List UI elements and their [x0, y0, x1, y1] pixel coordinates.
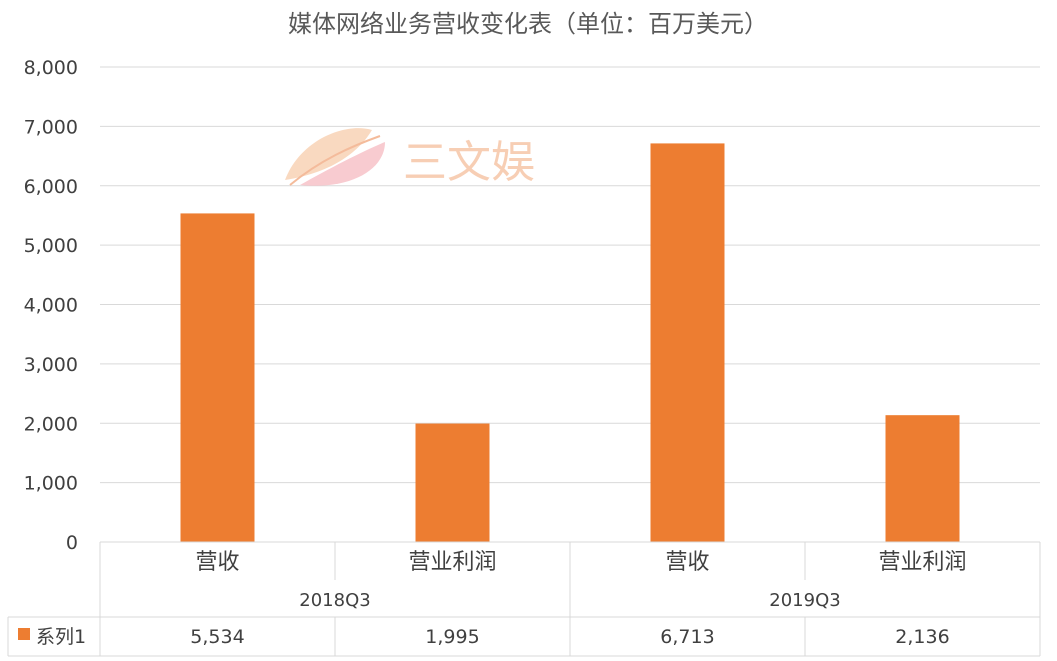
y-tick-label: 8,000 — [24, 57, 78, 79]
data-table-value: 1,995 — [425, 626, 479, 648]
y-tick-label: 6,000 — [24, 176, 78, 198]
data-table: 营收 营业利润 营收 营业利润 2018Q3 2019Q3 系列1 5,534 1,995 6,7… — [7, 541, 1041, 657]
y-tick-label: 5,000 — [24, 235, 78, 257]
y-tick-label: 3,000 — [24, 354, 78, 376]
data-table-value: 2,136 — [895, 626, 949, 648]
y-tick-label: 4,000 — [24, 295, 78, 317]
x-group-label: 2019Q3 — [769, 590, 840, 611]
y-tick-label: 7,000 — [24, 116, 78, 138]
y-tick-label: 0 — [66, 532, 78, 554]
y-tick-label: 1,000 — [24, 473, 78, 495]
x-category-label: 营业利润 — [408, 550, 496, 575]
x-category-label: 营收 — [665, 550, 709, 575]
data-table-value: 5,534 — [190, 626, 244, 648]
bars — [180, 143, 960, 542]
watermark-text: 三文娱 — [403, 137, 535, 188]
data-table-value: 6,713 — [660, 626, 714, 648]
watermark: 三文娱 — [285, 128, 535, 188]
x-category-label: 营业利润 — [878, 550, 966, 575]
chart-title: 媒体网络业务营收变化表（单位：百万美元） — [288, 10, 768, 38]
bar — [885, 415, 960, 542]
y-axis-ticks: 0 1,000 2,000 3,000 4,000 5,000 6,000 7,000 8,00… — [24, 57, 78, 554]
fan-leaf-logo-icon — [285, 128, 385, 186]
bar — [180, 213, 255, 542]
y-tick-label: 2,000 — [24, 413, 78, 435]
legend-series-name: 系列1 — [36, 626, 86, 648]
bar — [650, 143, 725, 542]
x-category-label: 营收 — [195, 550, 239, 575]
legend-key — [18, 628, 30, 640]
gridlines — [100, 66, 1040, 543]
bar — [415, 423, 490, 542]
x-group-label: 2018Q3 — [299, 590, 370, 611]
